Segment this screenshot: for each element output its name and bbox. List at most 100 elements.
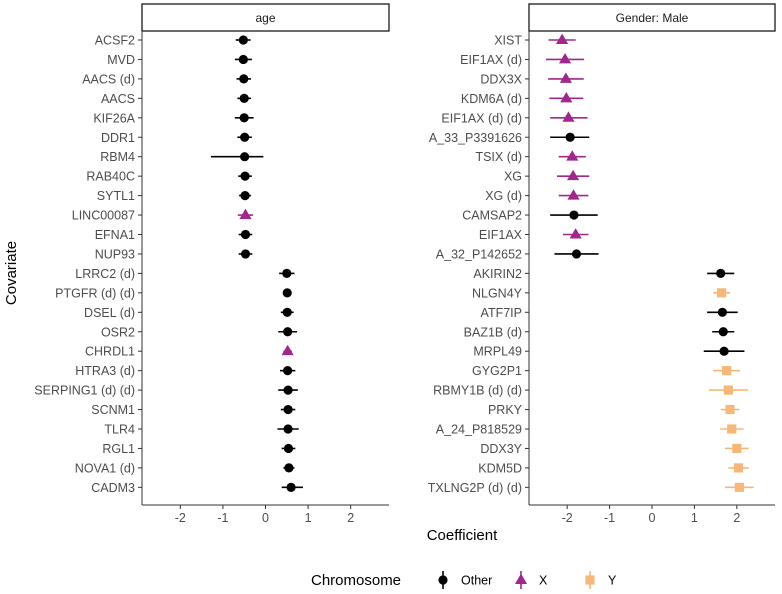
- y-tick-label: LRRC2 (d): [75, 267, 135, 281]
- y-tick-label: HTRA3 (d): [75, 364, 135, 378]
- y-tick-label: DDR1: [101, 131, 135, 145]
- x-axis-title: Coefficient: [427, 527, 498, 544]
- y-tick-label: XG (d): [485, 189, 522, 203]
- y-tick-label: PRKY: [488, 403, 523, 417]
- point-estimate: [725, 404, 735, 415]
- point-estimate: [283, 443, 294, 454]
- point-estimate: [716, 288, 727, 298]
- y-axis-title: Covariate: [3, 241, 20, 305]
- point-estimate: [239, 208, 252, 220]
- y-tick-label: AKIRIN2: [473, 267, 522, 281]
- x-tick-label: -1: [217, 511, 228, 525]
- panel-strip: [141, 3, 390, 32]
- y-tick-label: CADM3: [91, 481, 135, 495]
- point-estimate: [286, 482, 296, 492]
- point-estimate: [569, 210, 579, 220]
- point-estimate: [559, 72, 572, 83]
- x-tick-label: 2: [733, 511, 740, 525]
- legend-label: Other: [461, 574, 492, 588]
- y-tick-label: A_24_P818529: [436, 423, 522, 437]
- y-tick-label: CAMSAP2: [462, 209, 522, 223]
- point-estimate: [238, 54, 248, 65]
- legend-label: Y: [608, 574, 617, 588]
- y-tick-label: KDM5D: [478, 461, 522, 475]
- y-tick-label: EIF1AX (d): [460, 53, 522, 67]
- point-estimate: [238, 35, 248, 45]
- panel-age: age -2 -1 0 1 2 ACSF2 MVD AACS (d) AACS KIF26A DDR1…: [34, 3, 390, 525]
- y-tick-label: A_33_P3391626: [429, 131, 522, 145]
- point-estimate: [571, 249, 582, 259]
- y-tick-label: KIF26A: [93, 111, 135, 125]
- y-tick-label: ACSF2: [95, 34, 135, 48]
- y-tick-label: AACS (d): [82, 72, 135, 86]
- point-estimate: [556, 33, 569, 44]
- point-estimate: [240, 249, 251, 259]
- y-tick-label: KDM6A (d): [461, 92, 522, 106]
- point-estimate: [283, 424, 293, 434]
- legend-key-marker: [514, 573, 528, 584]
- point-estimate: [283, 327, 293, 337]
- point-estimate: [718, 327, 728, 337]
- point-estimate: [719, 346, 729, 356]
- panel-strip-title: age: [255, 11, 275, 25]
- y-tick-label: LINC00087: [72, 209, 135, 223]
- y-tick-label: NLGN4Y: [472, 286, 523, 300]
- point-estimate: [717, 307, 728, 317]
- legend-title: Chromosome: [311, 572, 401, 589]
- point-estimate: [734, 482, 744, 492]
- y-tick-label: SERPING1 (d) (d): [34, 384, 135, 398]
- point-estimate: [567, 189, 580, 200]
- y-tick-label: DDX3Y: [480, 442, 522, 456]
- x-tick-label: 0: [262, 511, 269, 525]
- point-estimate: [282, 307, 292, 317]
- point-estimate: [727, 424, 737, 434]
- legend-key-marker: [585, 575, 595, 585]
- legend-key-other: Other: [438, 571, 492, 589]
- legend-key-marker: [438, 575, 448, 585]
- y-tick-label: SCNM1: [91, 403, 135, 417]
- legend-key-x: X: [514, 571, 548, 589]
- point-estimate: [282, 288, 292, 298]
- point-estimate: [716, 268, 726, 278]
- y-tick-label: EIF1AX: [479, 228, 523, 242]
- point-estimate: [240, 191, 250, 201]
- point-estimate: [560, 91, 573, 103]
- point-estimate: [566, 150, 579, 161]
- y-tick-label: NOVA1 (d): [75, 461, 135, 475]
- point-estimate: [558, 53, 572, 64]
- point-estimate: [722, 366, 732, 376]
- y-tick-label: SYTL1: [97, 189, 135, 203]
- point-estimate: [239, 93, 249, 103]
- panel-strip-title: Gender: Male: [616, 11, 689, 25]
- point-estimate: [282, 268, 292, 278]
- x-tick-label: -2: [562, 511, 573, 525]
- panel-strip: [528, 3, 776, 32]
- y-tick-label: XG: [504, 170, 522, 184]
- point-estimate: [565, 132, 575, 142]
- y-tick-label: PTGFR (d) (d): [55, 286, 135, 300]
- y-tick-label: ATF7IP: [481, 306, 522, 320]
- y-tick-label: CHRDL1: [85, 345, 135, 359]
- y-tick-label: AACS: [101, 92, 135, 106]
- y-tick-label: MVD: [107, 53, 135, 67]
- y-tick-label: RAB40C: [86, 170, 135, 184]
- panel-gender-male: Gender: Male -2 -1 0 1 2 XIST EIF1AX (d) DDX3X KD…: [428, 3, 776, 525]
- y-tick-label: MRPL49: [473, 345, 522, 359]
- point-estimate: [283, 366, 293, 376]
- y-tick-label: TXLNG2P (d) (d): [428, 481, 522, 495]
- legend-key-y: Y: [585, 571, 617, 589]
- point-estimate: [239, 113, 249, 123]
- y-tick-label: EIF1AX (d) (d): [441, 111, 522, 125]
- y-tick-label: A_32_P142652: [436, 247, 522, 261]
- x-tick-label: 0: [649, 511, 656, 525]
- y-tick-label: BAZ1B (d): [464, 325, 522, 339]
- point-estimate: [569, 228, 582, 239]
- legend: Chromosome Other X Y: [311, 571, 617, 589]
- x-tick-label: -1: [604, 511, 615, 525]
- panels-group: age -2 -1 0 1 2 ACSF2 MVD AACS (d) AACS KIF26A DDR1…: [34, 3, 776, 525]
- point-estimate: [240, 152, 250, 162]
- y-tick-label: GYG2P1: [472, 364, 522, 378]
- y-tick-label: OSR2: [101, 325, 135, 339]
- legend-label: X: [539, 574, 548, 588]
- point-estimate: [283, 385, 293, 395]
